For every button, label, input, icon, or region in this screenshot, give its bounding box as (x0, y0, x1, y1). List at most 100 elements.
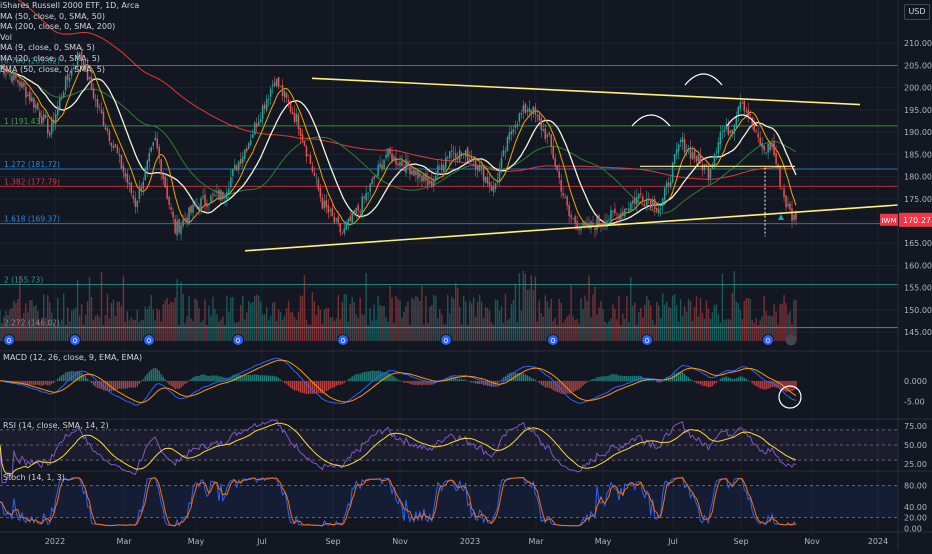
candle-body (105, 127, 107, 129)
candle-body (578, 229, 580, 230)
macd-histogram-bar (196, 376, 197, 381)
volume-bar (190, 318, 191, 341)
legend-ma9[interactable]: MA (9, close, 0, SMA, 5) (0, 42, 139, 53)
upper-trendline[interactable] (312, 78, 860, 104)
legend-ma50[interactable]: MA (50, close, 0, SMA, 50) (0, 11, 139, 22)
macd-histogram-bar (551, 381, 552, 389)
volume-bar (501, 306, 502, 341)
currency-button[interactable]: USD (904, 4, 930, 20)
macd-histogram-bar (137, 381, 138, 387)
macd-histogram-bar (461, 379, 462, 381)
macd-histogram-bar (218, 376, 219, 381)
volume-bar (37, 311, 38, 341)
legend-ma20[interactable]: MA (20, close, 0, SMA, 5) (0, 53, 139, 64)
candle-body (409, 167, 411, 174)
macd-histogram-bar (672, 375, 673, 381)
candle-body (395, 157, 397, 164)
volume-bar (604, 322, 605, 341)
left-shoulder-arc[interactable] (632, 115, 670, 126)
candle-body (250, 140, 252, 145)
macd-histogram-bar (525, 374, 526, 381)
macd-histogram-bar (736, 378, 737, 381)
candle-body (204, 195, 206, 205)
volume-bar (328, 308, 329, 341)
macd-histogram-bar (423, 381, 424, 385)
macd-histogram-bar (320, 381, 321, 393)
macd-histogram-bar (399, 380, 400, 381)
candle-body (570, 215, 572, 218)
candle-body (505, 152, 507, 153)
volume-bar (85, 315, 86, 341)
volume-bar (427, 323, 428, 341)
macd-histogram-bar (288, 381, 289, 386)
candle-body (212, 194, 214, 195)
flash-icon[interactable] (786, 335, 797, 346)
candle-body (141, 187, 143, 190)
candle-body (95, 100, 97, 101)
stoch-band (0, 485, 898, 517)
volume-bar (405, 306, 406, 341)
macd-histogram-bar (61, 375, 62, 381)
volume-bar (783, 295, 784, 341)
volume-bar (712, 312, 713, 341)
macd-histogram-bar (361, 373, 362, 382)
candle-body (322, 198, 324, 209)
candle-body (274, 82, 276, 85)
chart-title[interactable]: iShares Russell 2000 ETF, 1D, Arca (0, 0, 139, 11)
macd-histogram-bar (260, 375, 261, 381)
macd-histogram-bar (610, 374, 611, 381)
volume-bar (184, 323, 185, 341)
candle-body (775, 153, 777, 164)
volume-bar (777, 325, 778, 341)
volume-bar (487, 308, 488, 341)
rsi-label[interactable]: RSI (14, close, SMA, 14, 2) (3, 421, 109, 430)
candle-body (694, 150, 696, 158)
candle-body (594, 228, 596, 230)
macd-histogram-bar (463, 380, 464, 382)
candle-body (160, 159, 162, 174)
volume-bar (310, 324, 311, 341)
candle-body (795, 213, 797, 220)
macd-histogram-bar (159, 371, 160, 381)
candle-body (558, 171, 560, 178)
candle-body (196, 206, 198, 207)
lower-trendline[interactable] (245, 205, 898, 251)
volume-bar (628, 322, 629, 341)
macd-histogram-bar (690, 379, 691, 381)
volume-bar (262, 314, 263, 341)
macd-histogram-bar (539, 381, 540, 383)
candle-body (672, 163, 674, 182)
candle-body (166, 185, 168, 198)
macd-histogram-bar (41, 381, 42, 386)
legend-ma200[interactable]: MA (200, close, 0, SMA, 200) (0, 21, 139, 32)
macd-histogram-bar (133, 381, 134, 388)
macd-label[interactable]: MACD (12, 26, close, 9, EMA, EMA) (3, 353, 142, 362)
macd-histogram-bar (686, 376, 687, 381)
macd-histogram-bar (608, 376, 609, 382)
candle-body (137, 201, 139, 207)
candle-body (9, 74, 11, 75)
volume-bar (696, 296, 697, 341)
macd-histogram-bar (63, 374, 64, 381)
candle-body (411, 171, 413, 174)
legend-vol[interactable]: Vol (0, 32, 139, 43)
head-arc[interactable] (685, 74, 722, 85)
macd-histogram-bar (535, 380, 536, 381)
volume-bar (210, 315, 211, 341)
candle-body (525, 104, 527, 113)
macd-histogram-bar (754, 381, 755, 385)
candle-body (586, 223, 588, 227)
macd-histogram-bar (499, 381, 500, 382)
candle-body (493, 187, 495, 193)
macd-histogram-bar (151, 370, 152, 381)
candle-body (133, 196, 135, 199)
stoch-label[interactable]: Stoch (14, 1, 3) (3, 473, 65, 482)
macd-histogram-bar (284, 381, 285, 383)
volume-bar (268, 320, 269, 341)
candle-body (198, 206, 200, 208)
candle-body (537, 115, 539, 116)
candle-body (477, 166, 479, 170)
legend-ema50[interactable]: EMA (50, close, 0, SMA, 5) (0, 64, 139, 75)
candle-body (262, 106, 264, 119)
